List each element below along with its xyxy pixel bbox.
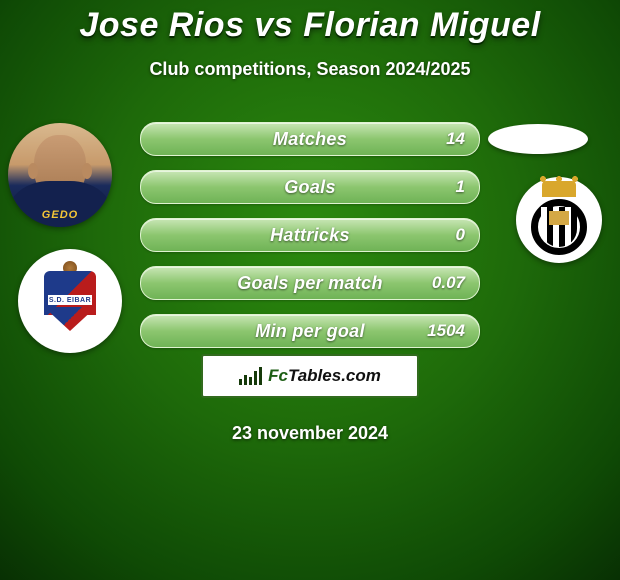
stat-value-right: 14: [446, 123, 465, 155]
branding-text: FcTables.com: [268, 366, 381, 386]
branding-plate[interactable]: FcTables.com: [201, 354, 419, 398]
stat-value-right: 1504: [427, 315, 465, 347]
subtitle: Club competitions, Season 2024/2025: [0, 59, 620, 80]
player-left-avatar: GEDO: [8, 123, 112, 227]
stat-label: Hattricks: [141, 219, 479, 251]
stat-row: Matches 14: [140, 122, 480, 156]
page-title: Jose Rios vs Florian Miguel: [0, 0, 620, 45]
stat-row: Goals 1: [140, 170, 480, 204]
stat-row: Min per goal 1504: [140, 314, 480, 348]
club-right-badge: [516, 177, 602, 263]
stat-value-right: 0: [456, 219, 465, 251]
stat-label: Matches: [141, 123, 479, 155]
player-right-avatar-placeholder: [488, 124, 588, 154]
club-left-badge: S.D. EIBAR: [18, 249, 122, 353]
stat-label: Goals per match: [141, 267, 479, 299]
stat-value-right: 0.07: [432, 267, 465, 299]
stats-container: Matches 14 Goals 1 Hattricks 0 Goals per…: [140, 122, 480, 362]
stat-label: Goals: [141, 171, 479, 203]
date-caption: 23 november 2024: [0, 423, 620, 444]
comparison-card: { "title": "Jose Rios vs Florian Miguel"…: [0, 0, 620, 580]
stat-value-right: 1: [456, 171, 465, 203]
player-left-sponsor: GEDO: [42, 209, 78, 221]
club-left-band: S.D. EIBAR: [48, 295, 92, 305]
stat-row: Goals per match 0.07: [140, 266, 480, 300]
chart-icon: [239, 367, 262, 385]
stat-row: Hattricks 0: [140, 218, 480, 252]
